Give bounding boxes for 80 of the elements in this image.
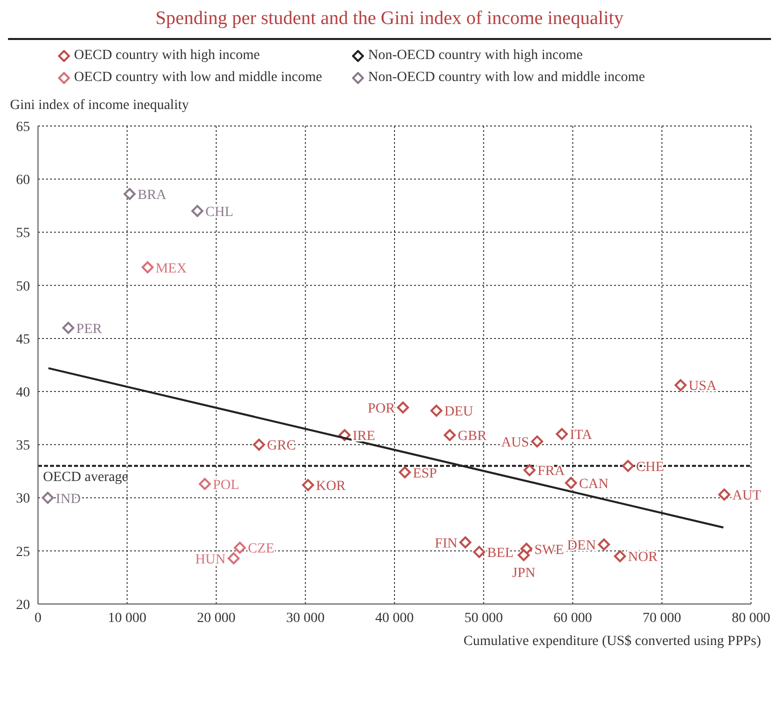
point [598,538,610,551]
annotation: BEL [487,546,514,561]
point [622,460,634,472]
point [564,476,577,489]
legend-label: OECD country with low and middle income [74,70,322,86]
y-tick-label: 30 [16,492,30,507]
point [302,479,314,492]
annotation: GRC [267,438,296,454]
y-axis-title: Gini index of income inequality [10,98,190,114]
annotation: POR [368,401,396,416]
point [473,546,486,558]
point [42,492,54,504]
legend-label: OECD country with high income [74,48,260,64]
x-tick-label: 80 000 [732,610,770,626]
annotation: JPN [512,566,536,582]
point [718,488,730,501]
annotation: AUT [732,488,762,504]
point [444,429,456,442]
point [398,466,411,478]
annotation: ITA [570,428,593,444]
x-tick-label: 20 000 [197,610,236,626]
annotation: ESP [412,466,438,482]
annotation: USA [688,379,718,394]
ref-line-label: OECD average [43,470,128,485]
y-tick-label: 50 [16,279,30,294]
point [614,550,626,562]
chart-title: Spending per student and the Gini index of income inequality [8,8,771,40]
annotation: CAN [578,476,609,492]
annotation: NOR [628,550,658,566]
x-tick-label: 60 000 [554,610,592,626]
annotation: BRA [138,188,168,203]
annotation: CHL [205,204,234,220]
x-tick-label: 50 000 [464,610,503,626]
annotation: AUS [501,435,530,450]
y-tick-label: 60 [16,173,30,188]
annotation: GBR [458,429,488,444]
annotation: PER [76,322,103,337]
y-tick-label: 55 [16,226,30,242]
annotation: KOR [316,479,346,494]
annotation: IRE [352,429,376,444]
point [62,322,74,334]
annotation: DEN [567,538,596,554]
x-tick-label: 0 [34,610,42,626]
point [518,549,530,562]
point [234,542,246,554]
y-tick-label: 45 [16,332,30,348]
point [556,428,568,440]
point [198,478,211,490]
x-axis-title: Cumulative expenditure (US$ converted using PPPs) [462,634,762,650]
point [524,464,536,476]
annotation: FIN [434,536,458,552]
point [396,401,409,414]
point [459,536,472,548]
point [430,404,442,417]
legend-label: Non-OECD country with low and middle income [368,70,645,86]
y-tick-label: 35 [16,438,30,454]
point [191,204,204,217]
x-tick-label: 10 000 [108,610,146,626]
x-tick-label: 70 000 [642,610,682,626]
point [674,379,687,392]
annotation: CZE [248,542,274,557]
point [531,435,544,448]
x-tick-label: 30 000 [286,610,325,626]
annotation: DEU [444,404,474,420]
annotation: MEX [156,261,187,276]
annotation: HUN [195,552,226,568]
y-tick-label: 20 [16,598,30,613]
y-tick-label: 40 [16,386,30,401]
annotation: FRA [538,464,566,480]
point [228,552,240,564]
y-tick-label: 65 [16,120,30,135]
x-tick-label: 40 000 [375,610,414,626]
point [253,438,266,451]
point [124,188,136,200]
annotation: IND [56,492,81,507]
annotation: SWE [534,542,564,558]
legend-label: Non-OECD country with high income [368,48,583,64]
y-tick-label: 25 [16,544,30,560]
annotation: POL [212,478,240,493]
point [142,261,154,274]
